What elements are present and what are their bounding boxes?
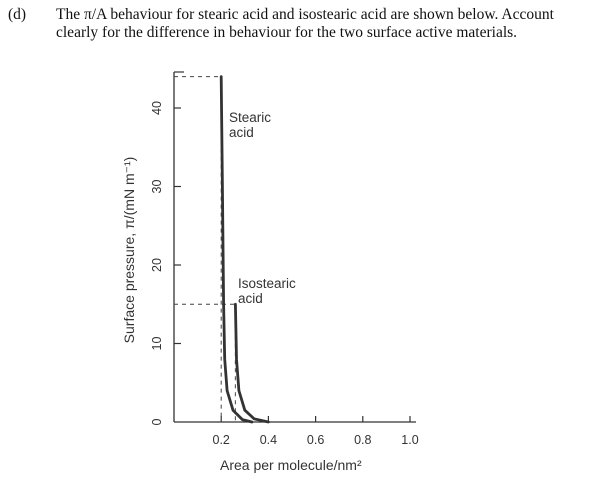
y-tick-label: 40	[150, 101, 164, 115]
series-label-isostearic-line2: acid	[238, 291, 263, 306]
axes	[173, 71, 416, 423]
series-curve-stearic-acid	[219, 75, 254, 424]
series-label-stearic-line1: Stearic	[229, 110, 271, 125]
y-axis-label: Surface pressure, π/(mN m⁻¹)	[121, 157, 137, 344]
x-tick-label: 1.0	[401, 433, 418, 447]
y-tick-label: 10	[150, 337, 164, 351]
y-tick-label: 20	[150, 258, 164, 272]
series-curves	[219, 75, 270, 424]
x-tick-label: 0.4	[260, 433, 277, 447]
question-line-2: clearly for the difference in behaviour …	[56, 24, 518, 41]
x-axis-ticks: 0.2 0.4 0.6 0.8 1.0	[213, 416, 419, 447]
x-tick-label: 0.8	[354, 433, 371, 447]
series-curve-isostearic-acid	[234, 302, 270, 424]
y-tick-label: 30	[150, 180, 164, 194]
x-tick-label: 0.2	[213, 433, 230, 447]
question-line-1: The π/A behaviour for stearic acid and i…	[56, 6, 554, 23]
x-tick-label: 0.6	[307, 433, 324, 447]
question-label: (d)	[8, 6, 27, 23]
y-axis-ticks: 0 10 20 30 40	[150, 101, 181, 425]
y-tick-label: 0	[150, 418, 164, 425]
question-text: The π/A behaviour for stearic acid and i…	[56, 6, 576, 42]
series-label-isostearic-line1: Isostearic	[238, 276, 296, 291]
series-label-stearic-line2: acid	[229, 125, 254, 140]
x-axis-label: Area per molecule/nm²	[220, 457, 362, 473]
question-block: (d) The π/A behaviour for stearic acid a…	[0, 6, 589, 50]
